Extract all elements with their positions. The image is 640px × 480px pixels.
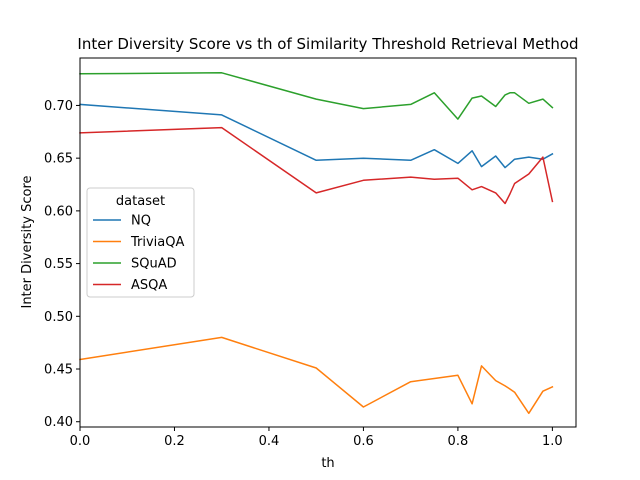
x-tick-label: 0.2 [164,434,185,449]
legend-label-triviaqa: TriviaQA [130,235,184,250]
x-tick-label: 0.8 [448,434,469,449]
y-tick-label: 0.65 [44,152,73,167]
y-tick-label: 0.50 [44,310,73,325]
y-tick-label: 0.60 [44,204,73,219]
series-line-asqa [79,126,554,205]
legend-title: dataset [116,194,165,209]
legend-label-squad: SQuAD [131,257,177,272]
plot-frame [79,57,577,428]
legend: dataset NQ TriviaQA SQuAD ASQA [86,187,195,298]
y-tick-label: 0.45 [44,363,73,378]
series-line-nq [79,103,554,169]
y-axis-label: Inter Diversity Score [20,175,35,308]
x-axis-label: th [321,456,334,471]
x-tick-label: 0.0 [70,434,91,449]
x-tick-label: 0.6 [353,434,374,449]
series-line-squad [79,72,554,120]
legend-label-asqa: ASQA [131,278,167,293]
series-layer [79,72,554,415]
x-axis: 0.0 0.2 0.4 0.6 0.8 1.0 [70,427,563,449]
legend-entries: NQ TriviaQA SQuAD ASQA [93,214,184,293]
x-tick-label: 0.4 [259,434,280,449]
y-tick-label: 0.70 [44,99,73,114]
chart-title: Inter Diversity Score vs th of Similarit… [77,35,578,53]
legend-label-nq: NQ [131,214,151,229]
y-tick-label: 0.40 [44,415,73,430]
y-axis: 0.40 0.45 0.50 0.55 0.60 0.65 0.70 [44,99,80,430]
y-tick-label: 0.55 [44,257,73,272]
x-tick-label: 1.0 [542,434,563,449]
series-line-triviaqa [79,336,554,415]
legend-box [86,187,195,298]
